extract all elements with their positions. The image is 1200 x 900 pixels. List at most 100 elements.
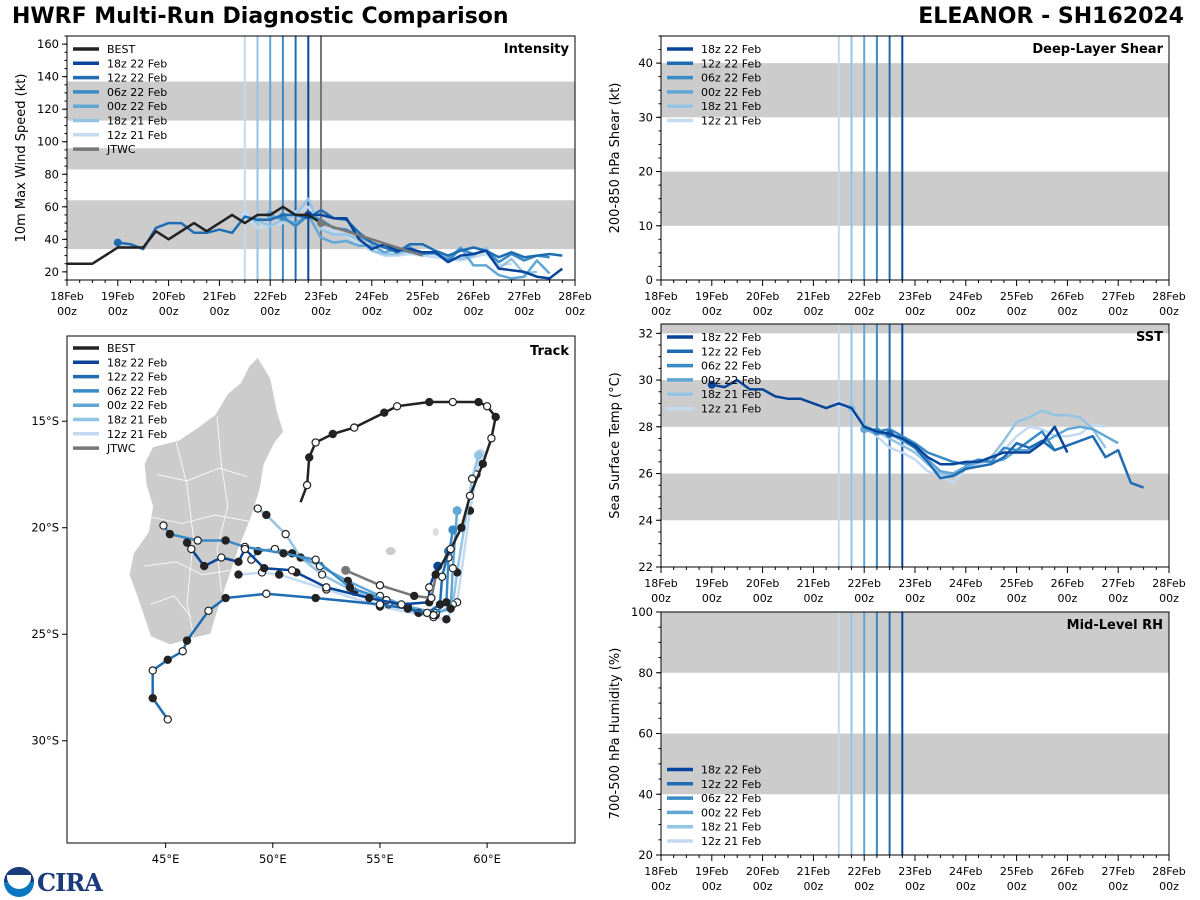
legend-item: 18z 22 Feb xyxy=(667,43,761,56)
legend-label: 18z 21 Feb xyxy=(107,115,167,128)
chart-sst: 22 24 26 28 30 32 18Feb 00z 19Feb 00z 20Feb 00z 21Fe… xyxy=(608,323,1186,605)
y-tick-label: 160 xyxy=(37,37,59,51)
legend-label: 18z 21 Feb xyxy=(701,100,761,113)
x-tick-sublabel: 00z xyxy=(854,880,874,893)
x-tick-sublabel: 00z xyxy=(956,880,976,893)
lat-tick-label: 30°S xyxy=(31,734,59,748)
track-point-12h xyxy=(311,438,320,447)
x-tick-label: 24Feb xyxy=(949,577,982,590)
y-tick-label: 60 xyxy=(638,727,653,741)
x-tick-label: 22Feb xyxy=(847,577,880,590)
x-tick-sublabel: 00z xyxy=(1058,880,1078,893)
x-tick-sublabel: 00z xyxy=(956,305,976,318)
track-point-24h xyxy=(491,412,500,422)
legend-item: 18z 22 Feb xyxy=(667,764,761,777)
track-init-point xyxy=(474,450,484,460)
track-point-12h xyxy=(163,715,172,724)
legend-label: 18z 22 Feb xyxy=(107,356,167,369)
x-tick-label: 27Feb xyxy=(1101,865,1134,878)
track-point-24h xyxy=(165,529,175,539)
legend-label: 00z 22 Feb xyxy=(701,806,761,819)
y-tick-label: 100 xyxy=(37,135,59,149)
series-line-18z-22-feb xyxy=(711,378,1069,466)
track-point-12h xyxy=(397,600,406,609)
y-tick-label: 32 xyxy=(638,326,653,340)
legend-item: 06z 22 Feb xyxy=(667,360,761,373)
y-tick-label: 80 xyxy=(638,666,653,680)
x-tick-sublabel: 00z xyxy=(905,880,925,893)
threshold-band xyxy=(661,612,1169,673)
x-tick-label: 24Feb xyxy=(355,290,388,303)
y-tick-label: 140 xyxy=(37,70,59,84)
admin-border xyxy=(216,416,229,592)
legend-item: 12z 21 Feb xyxy=(667,115,761,128)
legend-label: 12z 22 Feb xyxy=(107,371,167,384)
legend-label: 06z 22 Feb xyxy=(701,792,761,805)
legend-label: 06z 22 Feb xyxy=(107,86,167,99)
legend-item: 18z 21 Feb xyxy=(667,821,761,834)
legend-item: 00z 22 Feb xyxy=(667,86,761,99)
track-point-24h xyxy=(259,563,269,573)
track-point-24h xyxy=(199,561,209,571)
track-point-24h xyxy=(403,604,413,613)
x-tick-sublabel: 00z xyxy=(1159,305,1179,318)
track-point-24h xyxy=(163,655,172,664)
track-point-24h xyxy=(148,693,157,703)
threshold-band xyxy=(661,733,1169,795)
y-tick-label: 40 xyxy=(638,56,653,70)
legend-item: 12z 22 Feb xyxy=(73,72,167,85)
x-tick-label: 28Feb xyxy=(1152,290,1185,303)
y-axis-label: 700-500 hPa Humidity (%) xyxy=(608,648,623,820)
legend-label: 00z 22 Feb xyxy=(107,100,167,113)
panel-title: SST xyxy=(1136,330,1163,345)
admin-border xyxy=(144,561,230,576)
x-tick-sublabel: 00z xyxy=(159,305,179,318)
legend-item: JTWC xyxy=(73,143,136,156)
legend-label: BEST xyxy=(107,43,135,56)
x-tick-sublabel: 00z xyxy=(702,305,722,318)
track-point-24h xyxy=(442,615,451,624)
lat-tick-label: 15°S xyxy=(31,414,59,428)
track-point-12h xyxy=(253,504,262,513)
y-tick-label: 26 xyxy=(638,467,653,481)
x-tick-sublabel: 00z xyxy=(1108,305,1128,318)
y-tick-label: 0 xyxy=(646,273,653,287)
logo: CIRA xyxy=(4,866,103,898)
x-tick-label: 19Feb xyxy=(695,290,728,303)
track-point-12h xyxy=(448,397,458,407)
track-point-24h xyxy=(234,557,243,567)
y-tick-label: 20 xyxy=(638,165,653,179)
x-tick-label: 18Feb xyxy=(644,290,677,303)
init-point xyxy=(317,219,325,228)
track-point-24h xyxy=(446,604,455,613)
track-point-12h xyxy=(317,570,327,579)
legend-label: 18z 21 Feb xyxy=(107,414,167,427)
legend-label: 00z 22 Feb xyxy=(701,86,761,99)
legend-item: 12z 22 Feb xyxy=(667,345,761,358)
chart-intensity: 20 40 60 80 100 120 140 160 18Feb 00z 19Feb 00z 20Fe… xyxy=(14,35,592,318)
track-point-12h xyxy=(465,491,475,500)
legend-item: 12z 21 Feb xyxy=(73,428,167,441)
y-tick-label: 28 xyxy=(638,420,653,434)
x-tick-label: 23Feb xyxy=(898,577,931,590)
track-point-24h xyxy=(262,510,271,520)
legend-label: JTWC xyxy=(106,143,136,156)
legend-item: 12z 22 Feb xyxy=(667,778,761,791)
x-tick-sublabel: 00z xyxy=(1159,592,1179,605)
legend-item: 06z 22 Feb xyxy=(667,72,761,85)
admin-border xyxy=(150,514,250,524)
x-tick-sublabel: 00z xyxy=(854,305,874,318)
x-tick-label: 26Feb xyxy=(1051,865,1084,878)
legend-label: 18z 22 Feb xyxy=(701,331,761,344)
track-point-12h xyxy=(322,583,331,592)
x-tick-sublabel: 00z xyxy=(702,592,722,605)
legend-item: 00z 22 Feb xyxy=(667,374,761,387)
chart-rh: 20 40 60 80 100 18Feb 00z 19Feb 00z 20Feb 00z 21Feb… xyxy=(608,605,1186,893)
series-line-best xyxy=(67,205,322,265)
lon-tick-label: 50°E xyxy=(259,852,287,866)
legend-label: 06z 22 Feb xyxy=(107,385,167,398)
mauritius-island xyxy=(432,527,439,536)
series-line-12z-22-feb xyxy=(889,432,1145,489)
track-point-24h xyxy=(478,459,488,469)
